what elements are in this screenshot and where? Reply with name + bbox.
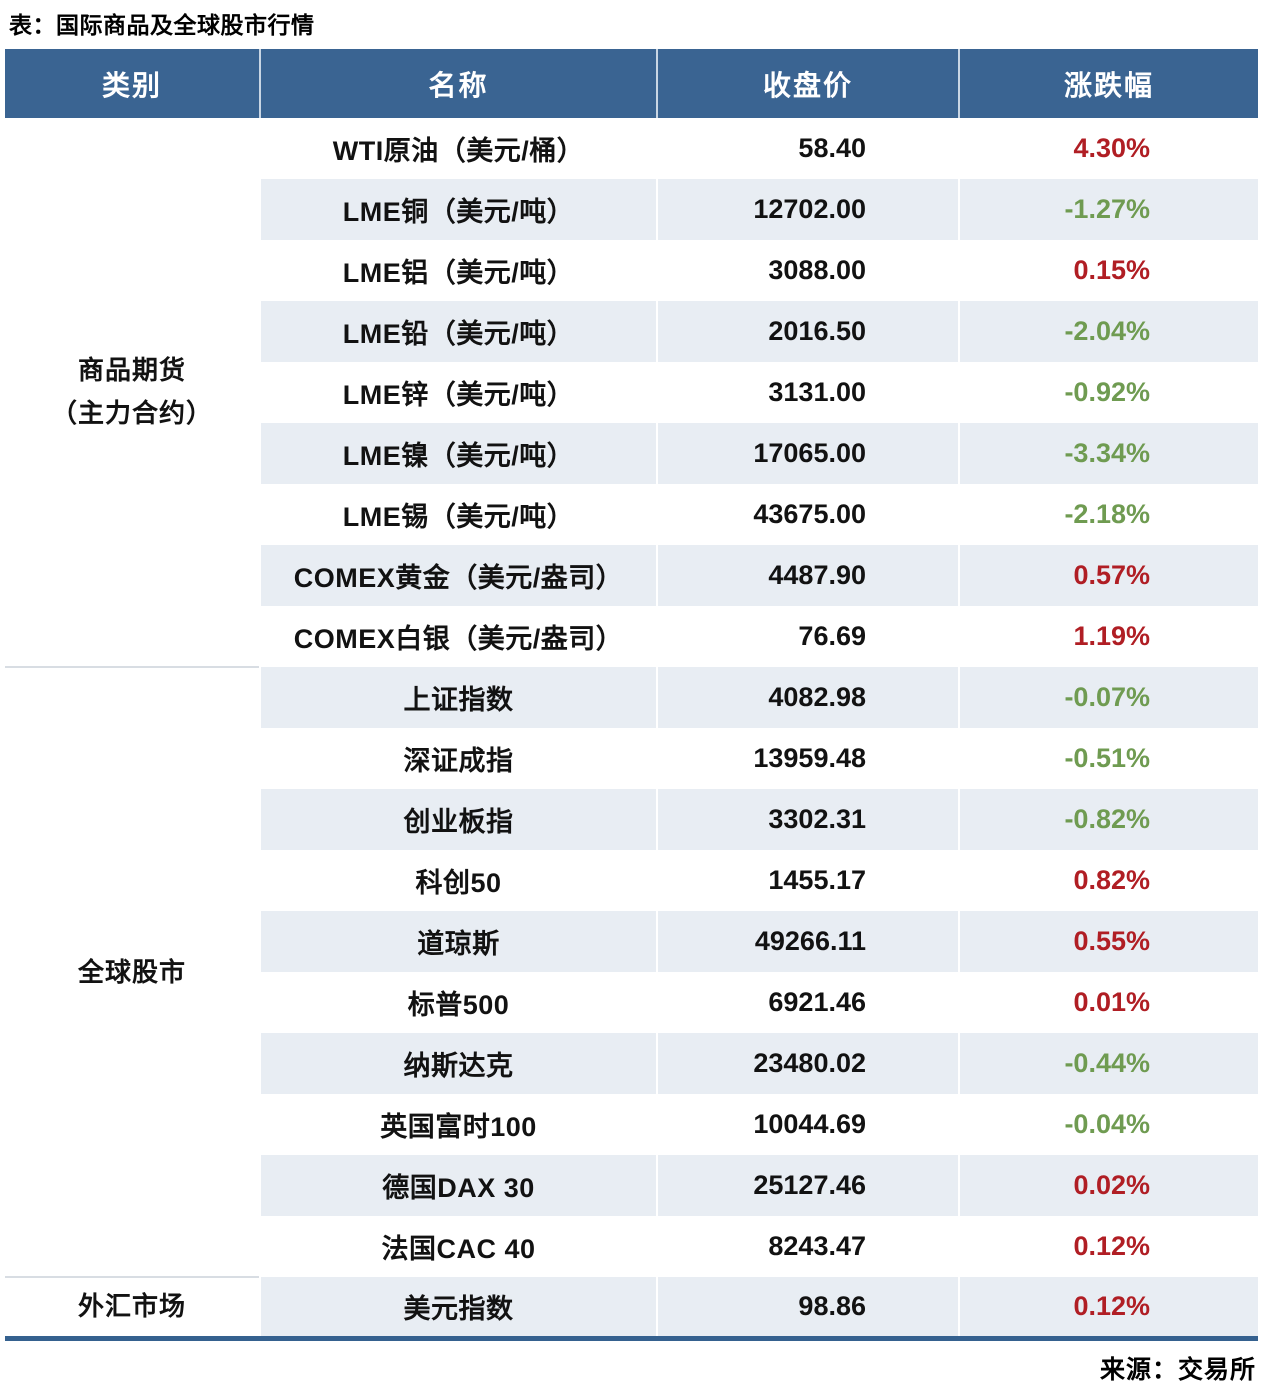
header-row: 类别 名称 收盘价 涨跌幅 — [5, 49, 1258, 118]
close-price: 98.86 — [656, 1277, 959, 1338]
column-header-close: 收盘价 — [656, 49, 959, 118]
close-price: 4487.90 — [656, 545, 959, 606]
instrument-name: 深证成指 — [259, 728, 657, 789]
instrument-name: 德国DAX 30 — [259, 1155, 657, 1216]
category-label: （主力合约） — [50, 398, 213, 428]
change-percent: 0.57% — [958, 545, 1258, 606]
category-cell: 商品期货 （主力合约） — [5, 118, 260, 667]
change-percent: 0.15% — [958, 240, 1258, 301]
column-header-name: 名称 — [259, 49, 657, 118]
instrument-name: 标普500 — [259, 972, 657, 1033]
instrument-name: LME锡（美元/吨） — [259, 484, 657, 545]
change-percent: 0.12% — [958, 1216, 1258, 1277]
instrument-name: 英国富时100 — [259, 1094, 657, 1155]
table-row: LME铜（美元/吨） 12702.00 -1.27% — [5, 179, 1258, 240]
close-price: 43675.00 — [656, 484, 959, 545]
instrument-name: LME铜（美元/吨） — [259, 179, 657, 240]
instrument-name: LME铅（美元/吨） — [259, 301, 657, 362]
category-cell: 全球股市 — [5, 666, 260, 1277]
change-percent: -3.34% — [958, 423, 1258, 484]
change-percent: -2.18% — [958, 484, 1258, 545]
instrument-name: WTI原油（美元/桶） — [259, 118, 657, 179]
source-note: 来源：交易所 — [1099, 1355, 1256, 1384]
change-percent: 0.55% — [958, 911, 1258, 972]
column-header-change: 涨跌幅 — [958, 49, 1258, 118]
change-percent: -0.44% — [958, 1033, 1258, 1094]
page-title: 表：国际商品及全球股市行情 — [9, 12, 315, 38]
instrument-name: 纳斯达克 — [259, 1033, 657, 1094]
table-row: 全球股市 上证指数 4082.98 -0.07% — [5, 666, 1258, 1277]
instrument-name: LME镍（美元/吨） — [259, 423, 657, 484]
close-price: 17065.00 — [656, 423, 959, 484]
change-percent: -1.27% — [958, 179, 1258, 240]
close-price: 6921.46 — [656, 972, 959, 1033]
instrument-name: 创业板指 — [259, 789, 657, 850]
close-price: 3088.00 — [656, 240, 959, 301]
instrument-name: 道琼斯 — [259, 911, 657, 972]
table-body: 商品期货 （主力合约） WTI原油（美元/桶） 58.40 4.30% LME铜（美元/吨… — [5, 118, 1258, 1338]
market-table: 类别 名称 收盘价 涨跌幅 商品期货 （主力合约） WTI原油（美元/桶） 58.40… — [5, 49, 1258, 1341]
close-price: 1455.17 — [656, 850, 959, 911]
instrument-name: 法国CAC 40 — [259, 1216, 657, 1277]
change-percent: 0.12% — [958, 1277, 1258, 1338]
change-percent: -0.04% — [958, 1094, 1258, 1155]
close-price: 25127.46 — [656, 1155, 959, 1216]
instrument-name: 美元指数 — [259, 1277, 657, 1338]
close-price: 8243.47 — [656, 1216, 959, 1277]
instrument-name: LME锌（美元/吨） — [259, 362, 657, 423]
table-header: 类别 名称 收盘价 涨跌幅 — [5, 49, 1258, 118]
instrument-name: 科创50 — [259, 850, 657, 911]
close-price: 10044.69 — [656, 1094, 959, 1155]
close-price: 23480.02 — [656, 1033, 959, 1094]
change-percent: -0.82% — [958, 789, 1258, 850]
instrument-name: 上证指数 — [259, 667, 657, 728]
change-percent: -2.04% — [958, 301, 1258, 362]
change-percent: 1.19% — [958, 606, 1258, 667]
instrument-name: LME铝（美元/吨） — [259, 240, 657, 301]
table-row: 商品期货 （主力合约） WTI原油（美元/桶） 58.40 4.30% — [5, 118, 1258, 667]
category-label: 全球股市 — [77, 956, 186, 987]
change-percent: 0.02% — [958, 1155, 1258, 1216]
instrument-name: COMEX黄金（美元/盎司） — [259, 545, 657, 606]
change-percent: 0.82% — [958, 850, 1258, 911]
change-percent: -0.07% — [958, 667, 1258, 728]
close-price: 76.69 — [656, 606, 959, 667]
change-percent: 4.30% — [958, 118, 1258, 179]
close-price: 13959.48 — [656, 728, 959, 789]
table-row: 外汇市场 美元指数 98.86 0.12% — [5, 1276, 1258, 1338]
instrument-name: COMEX白银（美元/盎司） — [259, 606, 657, 667]
close-price: 3131.00 — [656, 362, 959, 423]
column-header-category: 类别 — [5, 49, 260, 118]
close-price: 2016.50 — [656, 301, 959, 362]
category-cell: 外汇市场 — [5, 1276, 260, 1338]
category-label: 外汇市场 — [77, 1291, 186, 1322]
change-percent: -0.92% — [958, 362, 1258, 423]
change-percent: -0.51% — [958, 728, 1258, 789]
close-price: 12702.00 — [656, 179, 959, 240]
category-label: 商品期货 — [77, 355, 186, 386]
change-percent: 0.01% — [958, 972, 1258, 1033]
close-price: 4082.98 — [656, 667, 959, 728]
close-price: 58.40 — [656, 118, 959, 179]
close-price: 49266.11 — [656, 911, 959, 972]
close-price: 3302.31 — [656, 789, 959, 850]
